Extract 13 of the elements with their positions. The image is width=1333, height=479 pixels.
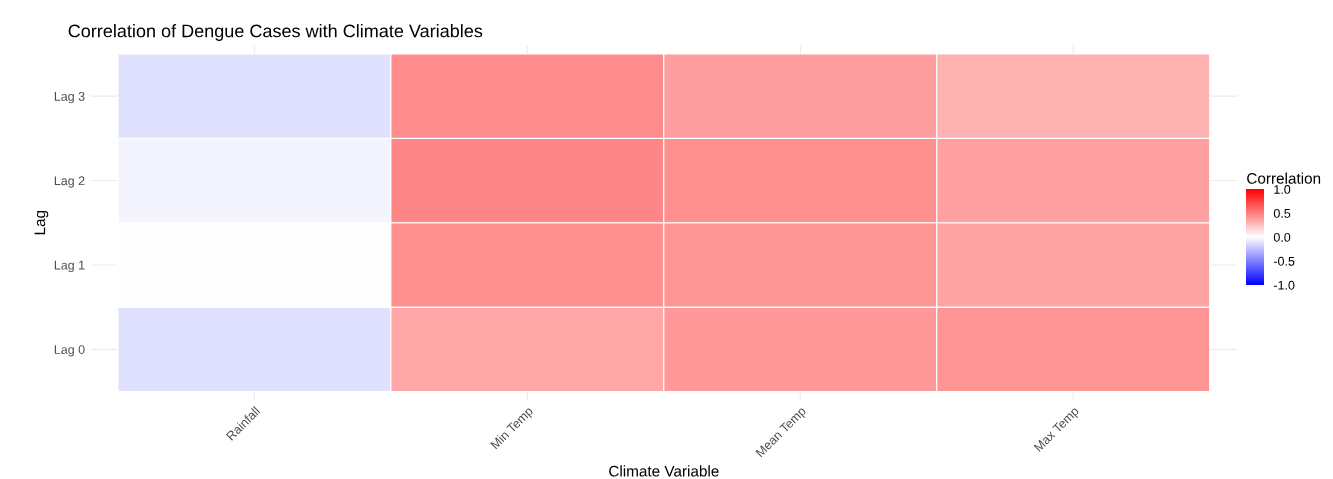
color-bar-label: -0.5 <box>1273 256 1295 266</box>
y-tick-label: Lag 2 <box>54 176 85 188</box>
y-tick-label: Lag 1 <box>54 260 85 273</box>
color-bar-label: -1.0 <box>1273 280 1295 290</box>
chart-title: Correlation of Dengue Cases with Climate Variables <box>68 24 483 41</box>
color-bar-label: 1.0 <box>1274 185 1291 194</box>
color-bar-label: 0.0 <box>1273 232 1291 242</box>
color-bar-label: 0.5 <box>1273 208 1291 218</box>
y-tick-label: Lag 3 <box>54 91 85 104</box>
y-tick-label: Lag 0 <box>54 345 85 357</box>
color-bar-title: Correlation <box>1247 172 1321 184</box>
x-axis-title: Climate Variable <box>609 465 719 477</box>
y-axis-title: Lag <box>34 210 49 235</box>
